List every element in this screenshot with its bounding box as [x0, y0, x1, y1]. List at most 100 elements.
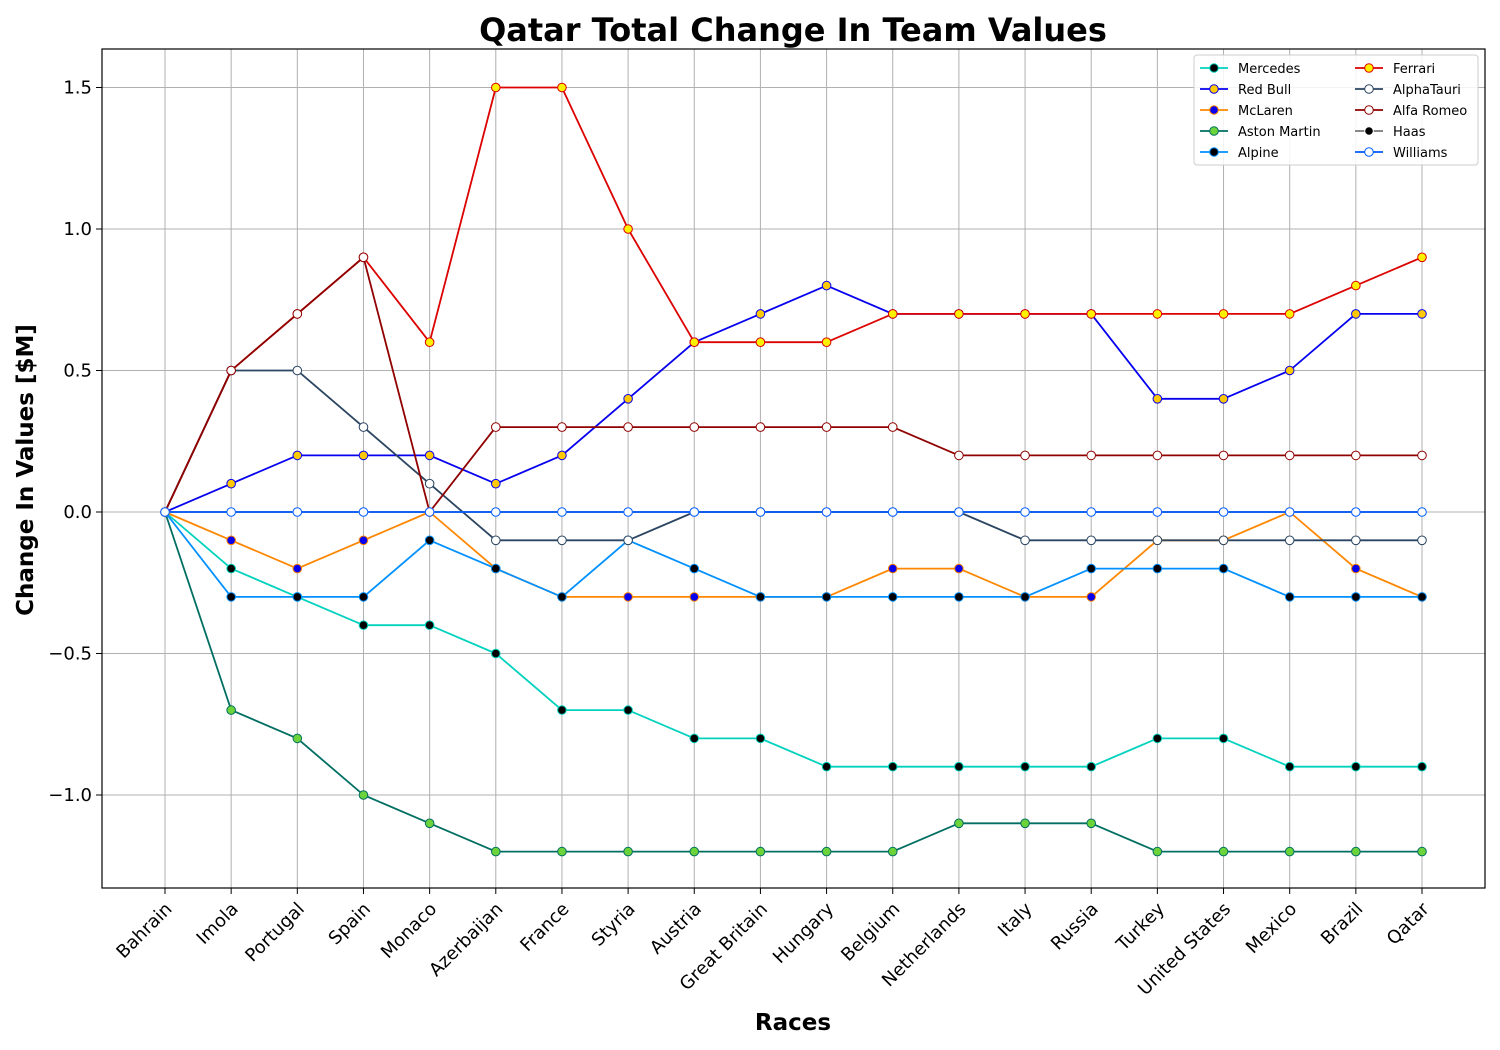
- legend-label: Aston Martin: [1238, 125, 1321, 140]
- data-point: [1218, 309, 1229, 319]
- data-point: [557, 422, 567, 432]
- data-point: [490, 507, 501, 517]
- legend-label: Alpine: [1238, 146, 1279, 161]
- data-point: [1152, 535, 1163, 546]
- data-point: [1417, 309, 1427, 319]
- data-point: [1351, 309, 1361, 319]
- data-point: [358, 252, 369, 263]
- data-point: [689, 733, 700, 744]
- legend-label: Red Bull: [1238, 83, 1291, 98]
- data-point: [226, 705, 236, 715]
- series-line: [164, 284, 1422, 513]
- legend-entry: Alfa Romeo: [1355, 104, 1467, 119]
- data-point: [689, 563, 700, 574]
- legend-label: McLaren: [1238, 104, 1293, 119]
- data-point: [954, 450, 964, 461]
- data-point: [1284, 535, 1295, 546]
- series-line: [164, 511, 1422, 598]
- legend-entry: Haas: [1355, 125, 1426, 140]
- series-markers: [160, 82, 1427, 857]
- data-point: [424, 337, 435, 348]
- data-point: [1284, 450, 1295, 461]
- legend-marker-swatch: [1364, 126, 1374, 136]
- chart-title: Qatar Total Change In Team Values: [479, 11, 1107, 49]
- legend-label: AlphaTauri: [1393, 83, 1461, 98]
- legend-marker-swatch: [1209, 105, 1219, 115]
- data-point: [1351, 535, 1361, 546]
- data-point: [755, 507, 766, 517]
- data-point: [1417, 252, 1427, 263]
- series-line: [164, 86, 1423, 513]
- data-point: [887, 592, 898, 602]
- data-point: [689, 846, 700, 857]
- data-point: [1218, 394, 1229, 404]
- data-point: [755, 592, 766, 602]
- data-point: [292, 365, 303, 376]
- data-point: [623, 394, 633, 404]
- data-point: [887, 309, 898, 319]
- data-point: [424, 450, 435, 461]
- y-tick-label: 0.5: [63, 361, 92, 382]
- data-point: [358, 790, 369, 800]
- data-point: [1086, 761, 1097, 772]
- data-point: [755, 337, 766, 348]
- x-axis-label: Races: [755, 1010, 831, 1036]
- data-point: [1020, 761, 1030, 772]
- data-point: [821, 761, 832, 772]
- data-point: [689, 507, 700, 517]
- data-point: [1020, 818, 1030, 829]
- data-point: [226, 535, 236, 546]
- plot-frame: [101, 48, 1486, 889]
- data-point: [1086, 563, 1097, 574]
- y-axis-ticks: −1.0 −0.5 0.0 0.5 1.0 1.5: [48, 78, 102, 806]
- data-point: [226, 365, 236, 376]
- data-point: [1218, 507, 1229, 517]
- data-point: [623, 592, 633, 602]
- data-point: [1218, 563, 1229, 574]
- data-point: [226, 507, 236, 517]
- data-point: [358, 620, 369, 631]
- data-point: [557, 846, 567, 857]
- data-point: [1086, 818, 1097, 829]
- data-point: [1284, 365, 1295, 376]
- data-point: [292, 309, 303, 319]
- legend-label: Ferrari: [1393, 62, 1435, 77]
- data-point: [358, 450, 369, 461]
- legend-marker-swatch: [1209, 84, 1219, 94]
- y-tick-label: −0.5: [48, 644, 92, 665]
- data-point: [292, 592, 303, 602]
- data-point: [954, 592, 964, 602]
- data-point: [887, 761, 898, 772]
- data-point: [1020, 507, 1030, 517]
- data-point: [1417, 507, 1427, 517]
- data-point: [557, 535, 567, 546]
- data-point: [1351, 846, 1361, 857]
- data-point: [292, 507, 303, 517]
- data-point: [689, 337, 700, 348]
- data-point: [490, 422, 501, 432]
- data-point: [623, 224, 633, 234]
- data-point: [954, 818, 964, 829]
- legend-entry: Mercedes: [1200, 62, 1301, 77]
- data-point: [557, 507, 567, 517]
- data-point: [689, 422, 700, 432]
- data-point: [1020, 450, 1030, 461]
- data-point: [292, 563, 303, 574]
- data-point: [623, 846, 633, 857]
- data-point: [887, 422, 898, 432]
- data-point: [887, 563, 898, 574]
- y-tick-label: 0.0: [63, 502, 92, 523]
- data-point: [1351, 761, 1361, 772]
- legend-marker-swatch: [1209, 63, 1219, 73]
- data-point: [490, 535, 501, 546]
- data-point: [1218, 846, 1229, 857]
- series-line: [164, 511, 1422, 853]
- data-point: [358, 422, 369, 432]
- data-point: [557, 705, 567, 715]
- data-point: [557, 450, 567, 461]
- data-point: [755, 846, 766, 857]
- series-line: [164, 256, 1422, 513]
- data-point: [490, 648, 501, 659]
- data-point: [1284, 761, 1295, 772]
- data-point: [1086, 535, 1097, 546]
